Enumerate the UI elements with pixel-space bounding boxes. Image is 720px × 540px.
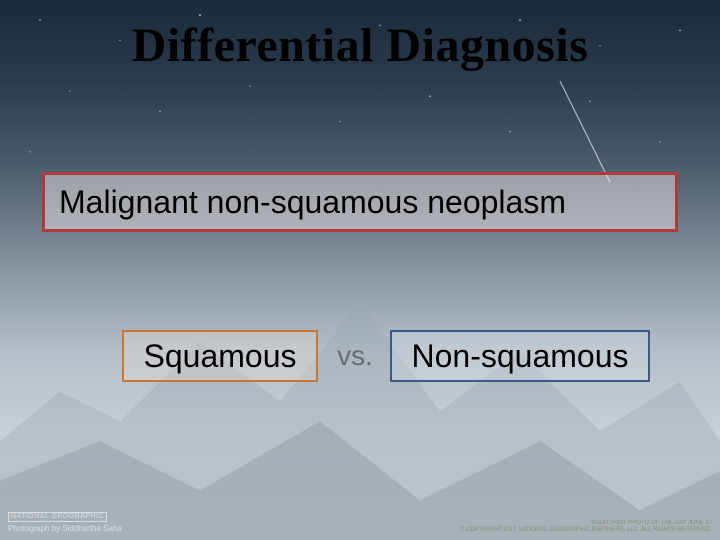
main-diagnosis-box: Malignant non-squamous neoplasm bbox=[42, 172, 678, 232]
vs-label: vs. bbox=[330, 340, 380, 372]
slide: Differential Diagnosis Malignant non-squ… bbox=[0, 0, 720, 540]
main-diagnosis-text: Malignant non-squamous neoplasm bbox=[59, 184, 566, 221]
credit-right-line1: YOUR SHOT PHOTO OF THE DAY JUNE 27 bbox=[591, 520, 712, 526]
natgeo-logo: NATIONAL GEOGRAPHIC bbox=[8, 512, 107, 522]
credit-left: NATIONAL GEOGRAPHIC Photograph by Siddha… bbox=[8, 511, 122, 534]
nonsquamous-text: Non-squamous bbox=[412, 338, 629, 375]
squamous-box: Squamous bbox=[122, 330, 318, 382]
squamous-text: Squamous bbox=[144, 338, 297, 375]
credit-right: YOUR SHOT PHOTO OF THE DAY JUNE 27 © COP… bbox=[460, 520, 712, 534]
photo-credit: Photograph by Siddhartha Saha bbox=[8, 524, 122, 533]
nonsquamous-box: Non-squamous bbox=[390, 330, 650, 382]
mountain-overlay bbox=[0, 243, 720, 540]
slide-title: Differential Diagnosis bbox=[0, 18, 720, 73]
credit-right-line2: © COPYRIGHT 2017 NATIONAL GEOGRAPHIC PAR… bbox=[460, 527, 712, 533]
